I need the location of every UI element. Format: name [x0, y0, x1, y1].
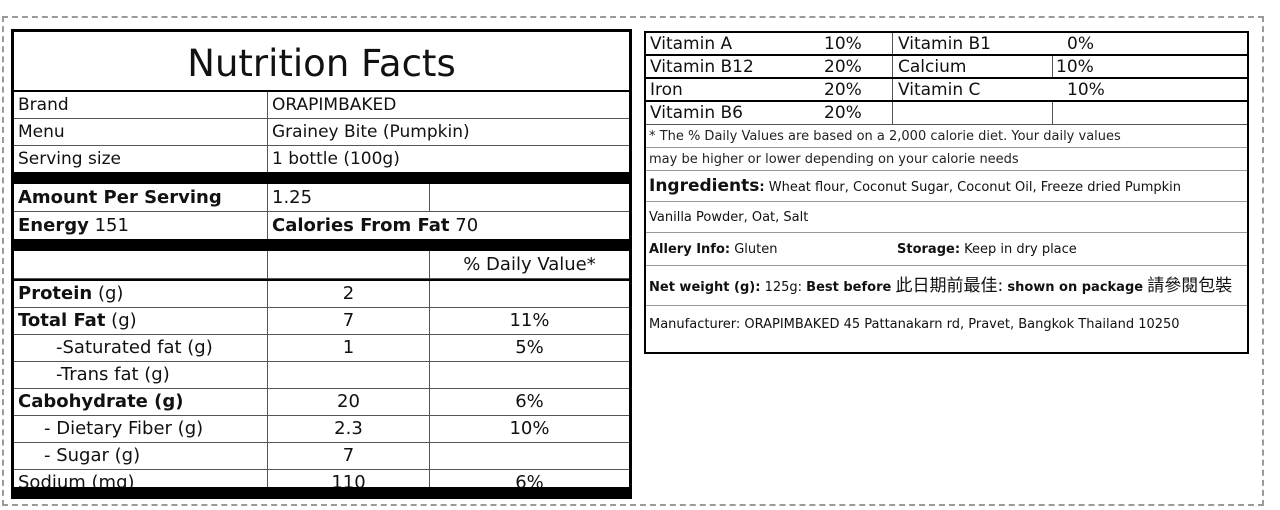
vitamin-name: Vitamin B1 [898, 34, 992, 54]
info-label: Menu [14, 119, 268, 145]
energy-value: 151 [94, 215, 129, 236]
thick-divider [14, 239, 629, 251]
info-row-brand: Brand ORAPIMBAKED [14, 92, 629, 119]
nutrient-unit: (g) [111, 310, 137, 331]
nutrient-name: Protein [18, 283, 93, 304]
nutrient-name: - Sugar (g) [14, 443, 268, 469]
vitamin-value: 0% [1067, 34, 1094, 54]
amount-per-serving-value: 1.25 [268, 184, 430, 211]
info-value: Grainey Bite (Pumpkin) [272, 122, 470, 142]
nutrient-dv: 11% [509, 310, 550, 331]
nutrient-row-total-fat: Total Fat (g) 7 11% [14, 308, 629, 335]
label-info-panel: Vitamin A 10% Vitamin B1 0% Vitamin B12 … [644, 31, 1249, 354]
nutrient-row-carbohydrate: Cabohydrate (g) 20 6% [14, 389, 629, 416]
vitamin-name: Vitamin C [898, 80, 981, 100]
shown-on-package-label: shown on package [1007, 280, 1144, 295]
thick-divider [14, 172, 629, 184]
nutrient-dv [430, 443, 629, 469]
nutrient-name: -Saturated fat (g) [14, 335, 268, 361]
net-weight-row: Net weight (g): 125g: Best before 此日期前最佳… [646, 266, 1247, 306]
nutrient-row-dietary-fiber: - Dietary Fiber (g) 2.3 10% [14, 416, 629, 443]
allergy-value: Gluten [734, 242, 778, 257]
info-row-menu: Menu Grainey Bite (Pumpkin) [14, 119, 629, 146]
calories-from-fat-value: 70 [455, 215, 479, 236]
ingredients-row-2: Vanilla Powder, Oat, Salt [646, 202, 1247, 233]
best-before-label: Best before [806, 280, 892, 295]
info-label: Brand [14, 92, 268, 118]
vitamin-value: 20% [824, 103, 862, 123]
vitamin-row: Vitamin B6 20% [646, 102, 1247, 125]
manufacturer-row: Manufacturer: ORAPIMBAKED 45 Pattanakarn… [649, 317, 1180, 332]
nutrient-amount: 7 [268, 443, 430, 469]
info-value: 1 bottle (100g) [272, 149, 400, 169]
vitamin-row: Vitamin A 10% Vitamin B1 0% [646, 33, 1247, 56]
nutrient-amount: 20 [268, 389, 430, 415]
best-before-cjk: 此日期前最佳: [895, 276, 1004, 296]
nutrient-unit: (g) [97, 283, 124, 304]
info-label: Serving size [14, 146, 268, 172]
storage-label: Storage: [897, 242, 961, 257]
vitamin-name: Vitamin B12 [650, 57, 754, 77]
nutrient-amount: 7 [268, 308, 430, 334]
vitamin-name: Vitamin B6 [650, 103, 744, 123]
allergy-storage-row: Allery Info: Gluten Storage: Keep in dry… [646, 233, 1247, 266]
daily-value-note-line2: may be higher or lower depending on your… [646, 148, 1247, 171]
nutrient-dv: 5% [515, 337, 544, 358]
ingredients-row: Ingredients: Wheat flour, Coconut Sugar,… [646, 171, 1247, 202]
label-cut-border [2, 16, 1264, 506]
vitamin-name: Vitamin A [650, 34, 733, 54]
nutrient-amount: 2.3 [268, 416, 430, 442]
ingredients-label: Ingredients [649, 176, 760, 196]
daily-value-header: % Daily Value* [463, 254, 596, 275]
nutrient-row-trans-fat: -Trans fat (g) [14, 362, 629, 389]
amount-per-serving-row: Amount Per Serving 1.25 [14, 184, 629, 212]
info-row-serving-size: Serving size 1 bottle (100g) [14, 146, 629, 172]
energy-row: Energy 151 Calories From Fat 70 [14, 212, 629, 239]
nutrient-dv [430, 281, 629, 307]
vitamin-value: 10% [824, 34, 862, 54]
amount-per-serving-label: Amount Per Serving [14, 184, 268, 211]
nutrient-amount: 1 [268, 335, 430, 361]
nutrition-facts-panel: Nutrition Facts Brand ORAPIMBAKED Menu G… [11, 29, 632, 499]
shown-on-package-cjk: 請參閱包裝 [1147, 276, 1233, 296]
nutrient-name: -Trans fat (g) [14, 362, 268, 388]
nutrient-amount [268, 362, 430, 388]
vitamin-name: Iron [650, 80, 683, 100]
nutrient-name: Cabohydrate (g) [14, 389, 268, 415]
net-weight-value: 125g: [764, 280, 803, 295]
daily-value-header-row: % Daily Value* [14, 251, 629, 279]
nutrient-amount: 2 [268, 281, 430, 307]
nutrition-title: Nutrition Facts [14, 32, 629, 92]
allergy-label: Allery Info: [649, 242, 731, 257]
bottom-thick-bar [14, 487, 629, 496]
vitamin-value: 20% [824, 57, 862, 77]
vitamin-name: Calcium [898, 57, 967, 77]
energy-label: Energy [18, 215, 89, 236]
net-weight-label: Net weight (g): [649, 280, 761, 295]
vitamin-value: 10% [1056, 57, 1094, 77]
vitamin-row: Vitamin B12 20% Calcium 10% [646, 56, 1247, 79]
nutrient-dv: 6% [515, 391, 544, 412]
vitamin-value: 20% [824, 80, 862, 100]
nutrient-row-saturated-fat: -Saturated fat (g) 1 5% [14, 335, 629, 362]
storage-value: Keep in dry place [964, 242, 1077, 257]
nutrient-dv [430, 362, 629, 388]
vitamin-row: Iron 20% Vitamin C 10% [646, 79, 1247, 102]
nutrient-name: - Dietary Fiber (g) [14, 416, 268, 442]
nutrient-row-sugar: - Sugar (g) 7 [14, 443, 629, 470]
calories-from-fat-label: Calories From Fat [272, 215, 450, 236]
daily-value-note-line1: * The % Daily Values are based on a 2,00… [646, 125, 1247, 148]
vitamin-value: 10% [1067, 80, 1105, 100]
info-value: ORAPIMBAKED [272, 95, 397, 115]
nutrient-name: Total Fat [18, 310, 106, 331]
nutrient-row-protein: Protein (g) 2 [14, 279, 629, 308]
ingredients-line1: Wheat flour, Coconut Sugar, Coconut Oil,… [768, 180, 1182, 195]
nutrient-dv: 10% [509, 418, 550, 439]
